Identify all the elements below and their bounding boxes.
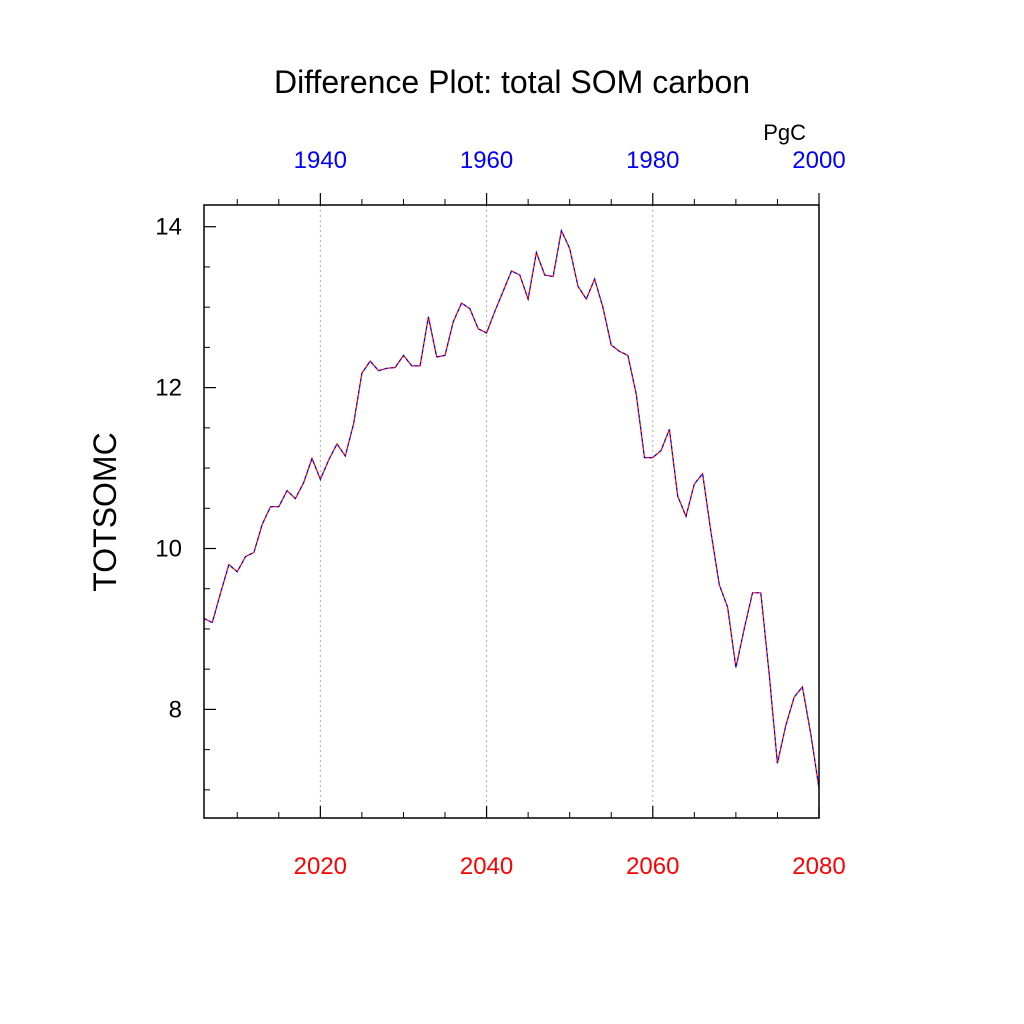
y-tick-label: 14 (155, 214, 182, 241)
y-tick-label: 10 (155, 536, 182, 563)
grid-lines (319, 205, 654, 818)
axis-ticks (204, 193, 820, 818)
plot-frame (203, 204, 820, 819)
units-label: PgC (763, 120, 806, 145)
x-tick-label: 2020 (294, 853, 347, 880)
x-tick-label: 2040 (460, 853, 513, 880)
series-group (203, 228, 820, 789)
x-tick-label: 2060 (626, 853, 679, 880)
y-tick-label: 12 (155, 375, 182, 402)
x-tick-label: 2080 (792, 853, 845, 880)
y-tick-label: 8 (169, 696, 182, 723)
top-tick-label: 1940 (294, 147, 347, 174)
axis-tick-labels: 2020 2040 2060 2080 1940 1960 1980 2000 8 10 12 14 (155, 147, 845, 880)
chart-title: Difference Plot: total SOM carbon (274, 64, 750, 100)
top-tick-label: 1980 (626, 147, 679, 174)
y-axis-label: TOTSOMC (87, 432, 123, 591)
top-tick-label: 2000 (792, 147, 845, 174)
series-line-blue (203, 228, 820, 789)
top-tick-label: 1960 (460, 147, 513, 174)
series-line-red (203, 228, 820, 789)
